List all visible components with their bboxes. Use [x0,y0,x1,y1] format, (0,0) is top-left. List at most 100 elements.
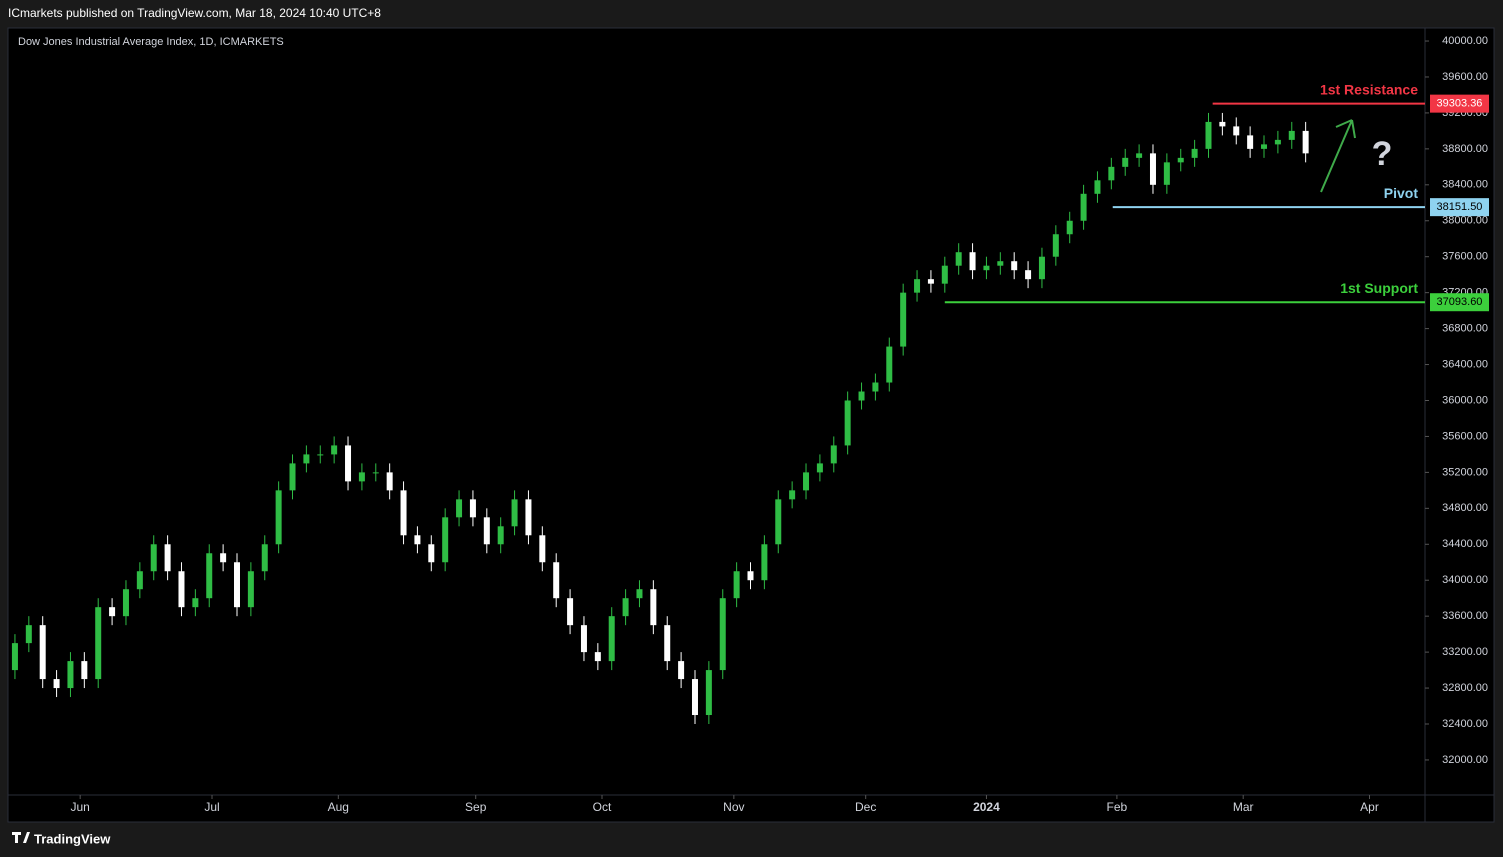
y-tick-label: 38400.00 [1442,179,1488,191]
candle-body [483,517,490,545]
y-tick-label: 36400.00 [1442,358,1488,370]
candle-body [664,625,671,662]
candle-body [927,279,934,284]
candle-body [11,643,18,671]
candle-body [955,252,962,266]
candle-body [539,535,546,563]
y-tick-label: 32400.00 [1442,718,1488,730]
candle-body [1191,148,1198,158]
candle-body [303,454,310,464]
candle-body [233,562,240,608]
y-tick-label: 33200.00 [1442,646,1488,658]
candle-body [122,589,129,617]
x-tick-label: 2024 [973,800,1000,814]
candle-body [594,652,601,662]
candle-body [775,499,782,545]
candle-body [275,490,282,545]
candle-body [136,571,143,590]
candle-body [150,544,157,572]
y-tick-label: 32000.00 [1442,754,1488,766]
candle-body [747,571,754,581]
candle-body [178,571,185,608]
y-tick-label: 35200.00 [1442,466,1488,478]
candle-body [289,463,296,491]
candles [11,112,1309,725]
candle-body [81,661,88,680]
candle-body [331,445,338,455]
candle-body [1080,193,1087,221]
candle-body [497,526,504,545]
y-tick-label: 39600.00 [1442,71,1488,83]
candle-body [53,679,60,689]
candle-body [192,598,199,608]
x-tick-label: Nov [723,800,744,814]
candle-body [580,625,587,653]
candle-body [1205,121,1212,149]
candle-body [1122,157,1129,167]
candle-body [803,472,810,491]
x-tick-label: Jul [204,800,219,814]
y-tick-label: 38800.00 [1442,143,1488,155]
candle-body [428,544,435,563]
y-tick-label: 40000.00 [1442,35,1488,47]
candle-body [39,625,46,680]
candle-body [358,472,365,482]
candle-body [1233,126,1240,136]
candle-body [830,445,837,464]
arrow [1320,119,1356,193]
candle-body [705,670,712,716]
chart-frame [7,27,1495,823]
brand-text: TradingView [34,831,111,846]
logo-icon [12,832,30,843]
candle-body [567,598,574,626]
candle-body [900,292,907,347]
candle-body [622,598,629,617]
candle-body [1011,261,1018,271]
candle-body [719,598,726,671]
y-tick-label: 34000.00 [1442,574,1488,586]
candle-body [400,490,407,536]
level-price-box [1430,293,1489,312]
y-tick-label: 32800.00 [1442,682,1488,694]
candle-body [469,499,476,518]
candle-body [761,544,768,581]
candle-body [733,571,740,599]
candle-body [608,616,615,662]
candle-body [247,571,254,608]
question-annotation: ? [1372,135,1393,173]
candle-body [386,472,393,491]
level-price-label: 38151.50 [1437,201,1483,213]
level-price-box [1430,198,1489,217]
candle-body [67,661,74,689]
candle-body [1094,180,1101,194]
candle-body [109,607,116,617]
x-tick-label: Mar [1233,800,1254,814]
candle-body [206,553,213,599]
candle-body [1136,153,1143,158]
candle-body [636,589,643,599]
candle-body [1163,162,1170,185]
candle-body [969,252,976,271]
publish-header: ICmarkets published on TradingView.com, … [8,6,381,20]
candle-body [678,661,685,680]
candle-body [914,279,921,293]
y-tick-label: 34400.00 [1442,538,1488,550]
candle-body [1108,166,1115,181]
candle-body [886,346,893,383]
y-tick-label: 35600.00 [1442,430,1488,442]
x-tick-label: Oct [593,800,612,814]
candle-body [941,265,948,284]
candle-body [1247,135,1254,149]
y-tick-label: 37600.00 [1442,251,1488,263]
candle-body [456,499,463,518]
candle-body [1288,130,1295,140]
level-name: 1st Resistance [1320,81,1418,97]
level-price-label: 37093.60 [1437,296,1483,308]
candle-body [1302,130,1309,154]
candle-body [1261,144,1268,149]
candle-body [553,562,560,599]
x-tick-label: Jun [70,800,89,814]
x-tick-label: Sep [465,800,487,814]
y-tick-label: 34800.00 [1442,502,1488,514]
